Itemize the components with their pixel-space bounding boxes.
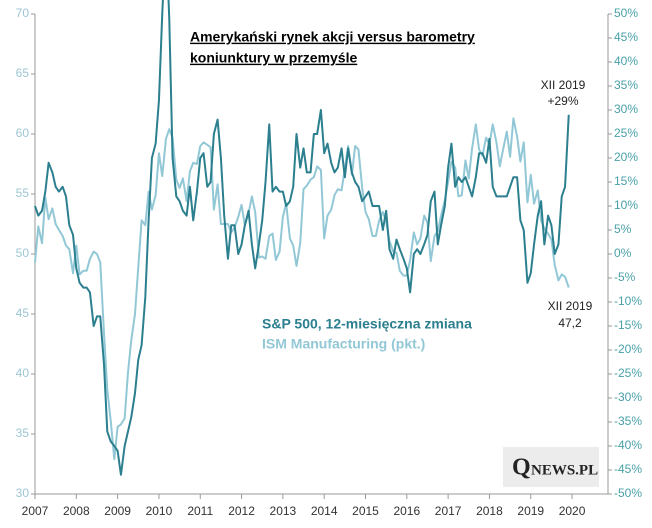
series-line — [34, 0, 570, 476]
series-line — [34, 117, 570, 461]
y2-tick-label: 50% — [614, 6, 638, 20]
logo-text: NEWS.PL — [531, 462, 598, 478]
x-tick-label: 2014 — [311, 504, 338, 518]
chart-title: Amerykański rynek akcji versus barometry — [190, 29, 475, 45]
y2-tick-label: 25% — [614, 126, 638, 140]
y2-tick-label: -10% — [614, 294, 642, 308]
y2-tick-label: -40% — [614, 438, 642, 452]
y-tick-label: 60 — [16, 126, 30, 140]
legend-label: S&P 500, 12-miesięczna zmiana — [262, 316, 472, 332]
y2-tick-label: 0% — [614, 246, 632, 260]
annotation: 47,2 — [558, 316, 582, 330]
x-tick-label: 2011 — [187, 504, 213, 518]
y-tick-label: 55 — [16, 186, 30, 200]
x-tick-label: 2015 — [352, 504, 379, 518]
x-tick-label: 2007 — [22, 504, 49, 518]
legend-label: ISM Manufacturing (pkt.) — [262, 336, 425, 352]
logo-box — [503, 447, 599, 487]
x-tick-label: 2010 — [146, 504, 173, 518]
annotation: XII 2019 — [541, 78, 586, 92]
y2-tick-label: 15% — [614, 174, 638, 188]
x-tick-label: 2016 — [393, 504, 420, 518]
logo-q: Q — [512, 455, 531, 481]
y2-tick-label: -45% — [614, 462, 642, 476]
x-tick-label: 2008 — [63, 504, 90, 518]
y2-tick-label: -35% — [614, 414, 642, 428]
annotation: XII 2019 — [548, 299, 593, 313]
x-tick-label: 2020 — [559, 504, 586, 518]
x-tick-label: 2017 — [435, 504, 462, 518]
y2-tick-label: -50% — [614, 486, 642, 500]
y-tick-label: 50 — [16, 246, 30, 260]
x-tick-label: 2012 — [228, 504, 255, 518]
annotation: +29% — [547, 94, 578, 108]
y-tick-label: 35 — [16, 426, 30, 440]
y2-tick-label: 40% — [614, 54, 638, 68]
y2-tick-label: -5% — [614, 270, 636, 284]
y2-tick-label: 30% — [614, 102, 638, 116]
y2-tick-label: 45% — [614, 30, 638, 44]
y2-tick-label: -30% — [614, 390, 642, 404]
chart-title: koniunktury w przemyśle — [190, 50, 357, 66]
y2-tick-label: 10% — [614, 198, 638, 212]
x-tick-label: 2009 — [104, 504, 131, 518]
x-tick-label: 2013 — [270, 504, 297, 518]
y2-tick-label: -20% — [614, 342, 642, 356]
y-tick-label: 30 — [16, 486, 30, 500]
y2-tick-label: -25% — [614, 366, 642, 380]
y2-tick-label: 20% — [614, 150, 638, 164]
x-tick-label: 2019 — [517, 504, 544, 518]
y-tick-label: 65 — [16, 66, 30, 80]
y-tick-label: 70 — [16, 6, 30, 20]
y2-tick-label: -15% — [614, 318, 642, 332]
y-tick-label: 40 — [16, 366, 30, 380]
y2-tick-label: 5% — [614, 222, 632, 236]
y2-tick-label: 35% — [614, 78, 638, 92]
y-tick-label: 45 — [16, 306, 30, 320]
x-tick-label: 2018 — [476, 504, 503, 518]
